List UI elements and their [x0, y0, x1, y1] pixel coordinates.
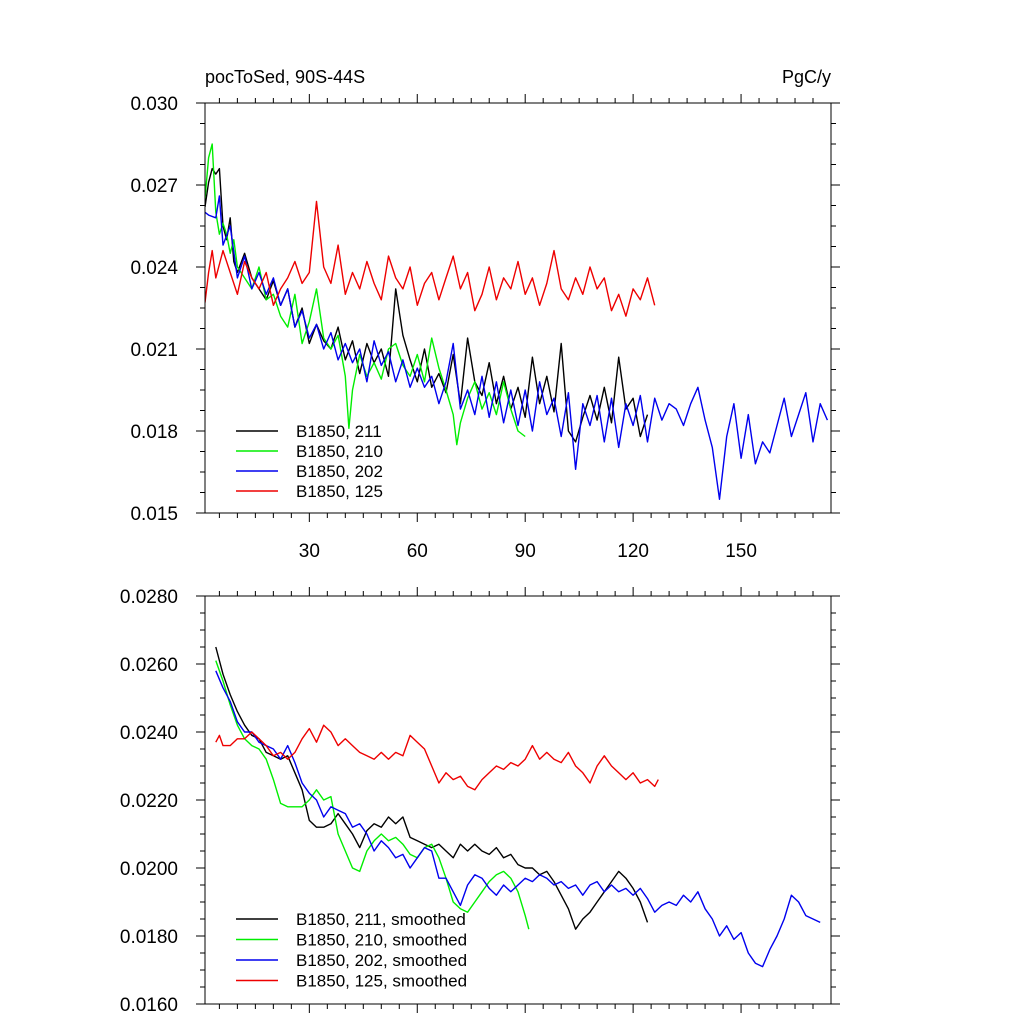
bottom-legend-label-b1850-210-smoothed: B1850, 210, smoothed: [296, 931, 467, 950]
top-legend-label-b1850-210: B1850, 210: [296, 442, 383, 461]
top-x-tick-label: 120: [617, 541, 649, 562]
top-y-tick-label: 0.018: [130, 422, 178, 443]
bottom-series-b1850-211-smoothed: [215, 646, 649, 930]
top-chart-panel: 0.015 0.018 0.021 0.024 0.027 0.030 30 60 90 120 1…: [130, 67, 840, 562]
top-legend-label-b1850-202: B1850, 202: [296, 462, 383, 481]
top-chart-title: pocToSed, 90S-44S: [205, 67, 365, 87]
top-x-tick-label: 60: [407, 541, 428, 562]
top-y-tick-label: 0.024: [130, 258, 178, 279]
top-y-tick-label: 0.021: [130, 340, 178, 361]
bottom-legend-label-b1850-202-smoothed: B1850, 202, smoothed: [296, 951, 467, 970]
top-y-tick-label: 0.030: [130, 94, 178, 115]
top-series-b1850-202: [205, 195, 829, 500]
bottom-series-group: [215, 646, 821, 968]
top-y-tick-label: 0.015: [130, 504, 178, 525]
top-series-group: [205, 143, 829, 500]
bottom-y-tick-label: 0.0160: [120, 995, 178, 1016]
top-series-b1850-125: [205, 200, 656, 317]
bottom-y-tick-label: 0.0200: [120, 859, 178, 880]
bottom-series-b1850-202-smoothed: [215, 670, 821, 968]
bottom-legend-label-b1850-125-smoothed: B1850, 125, smoothed: [296, 972, 467, 991]
top-units-label: PgC/y: [782, 67, 831, 87]
bottom-y-tick-label: 0.0240: [120, 723, 178, 744]
bottom-y-tick-label: 0.0260: [120, 655, 178, 676]
top-series-b1850-211: [205, 167, 649, 443]
bottom-chart-panel: 0.0160 0.0180 0.0200 0.0220 0.0240 0.0260 0.02…: [120, 587, 840, 1016]
top-x-tick-label: 90: [515, 541, 536, 562]
bottom-legend: B1850, 211, smoothed B1850, 210, smoothed…: [236, 910, 467, 991]
top-legend-label-b1850-125: B1850, 125: [296, 482, 383, 501]
top-x-tick-label: 150: [725, 541, 757, 562]
bottom-y-tick-label: 0.0280: [120, 587, 178, 608]
bottom-series-b1850-125-smoothed: [215, 724, 659, 791]
top-legend-label-b1850-211: B1850, 211: [296, 422, 382, 441]
top-x-tick-label: 30: [299, 541, 320, 562]
top-y-tick-label: 0.027: [130, 176, 178, 197]
top-series-b1850-210: [205, 143, 526, 446]
bottom-y-tick-label: 0.0220: [120, 791, 178, 812]
bottom-series-b1850-210-smoothed: [215, 660, 530, 930]
bottom-y-tick-label: 0.0180: [120, 927, 178, 948]
bottom-legend-label-b1850-211-smoothed: B1850, 211, smoothed: [296, 910, 466, 929]
